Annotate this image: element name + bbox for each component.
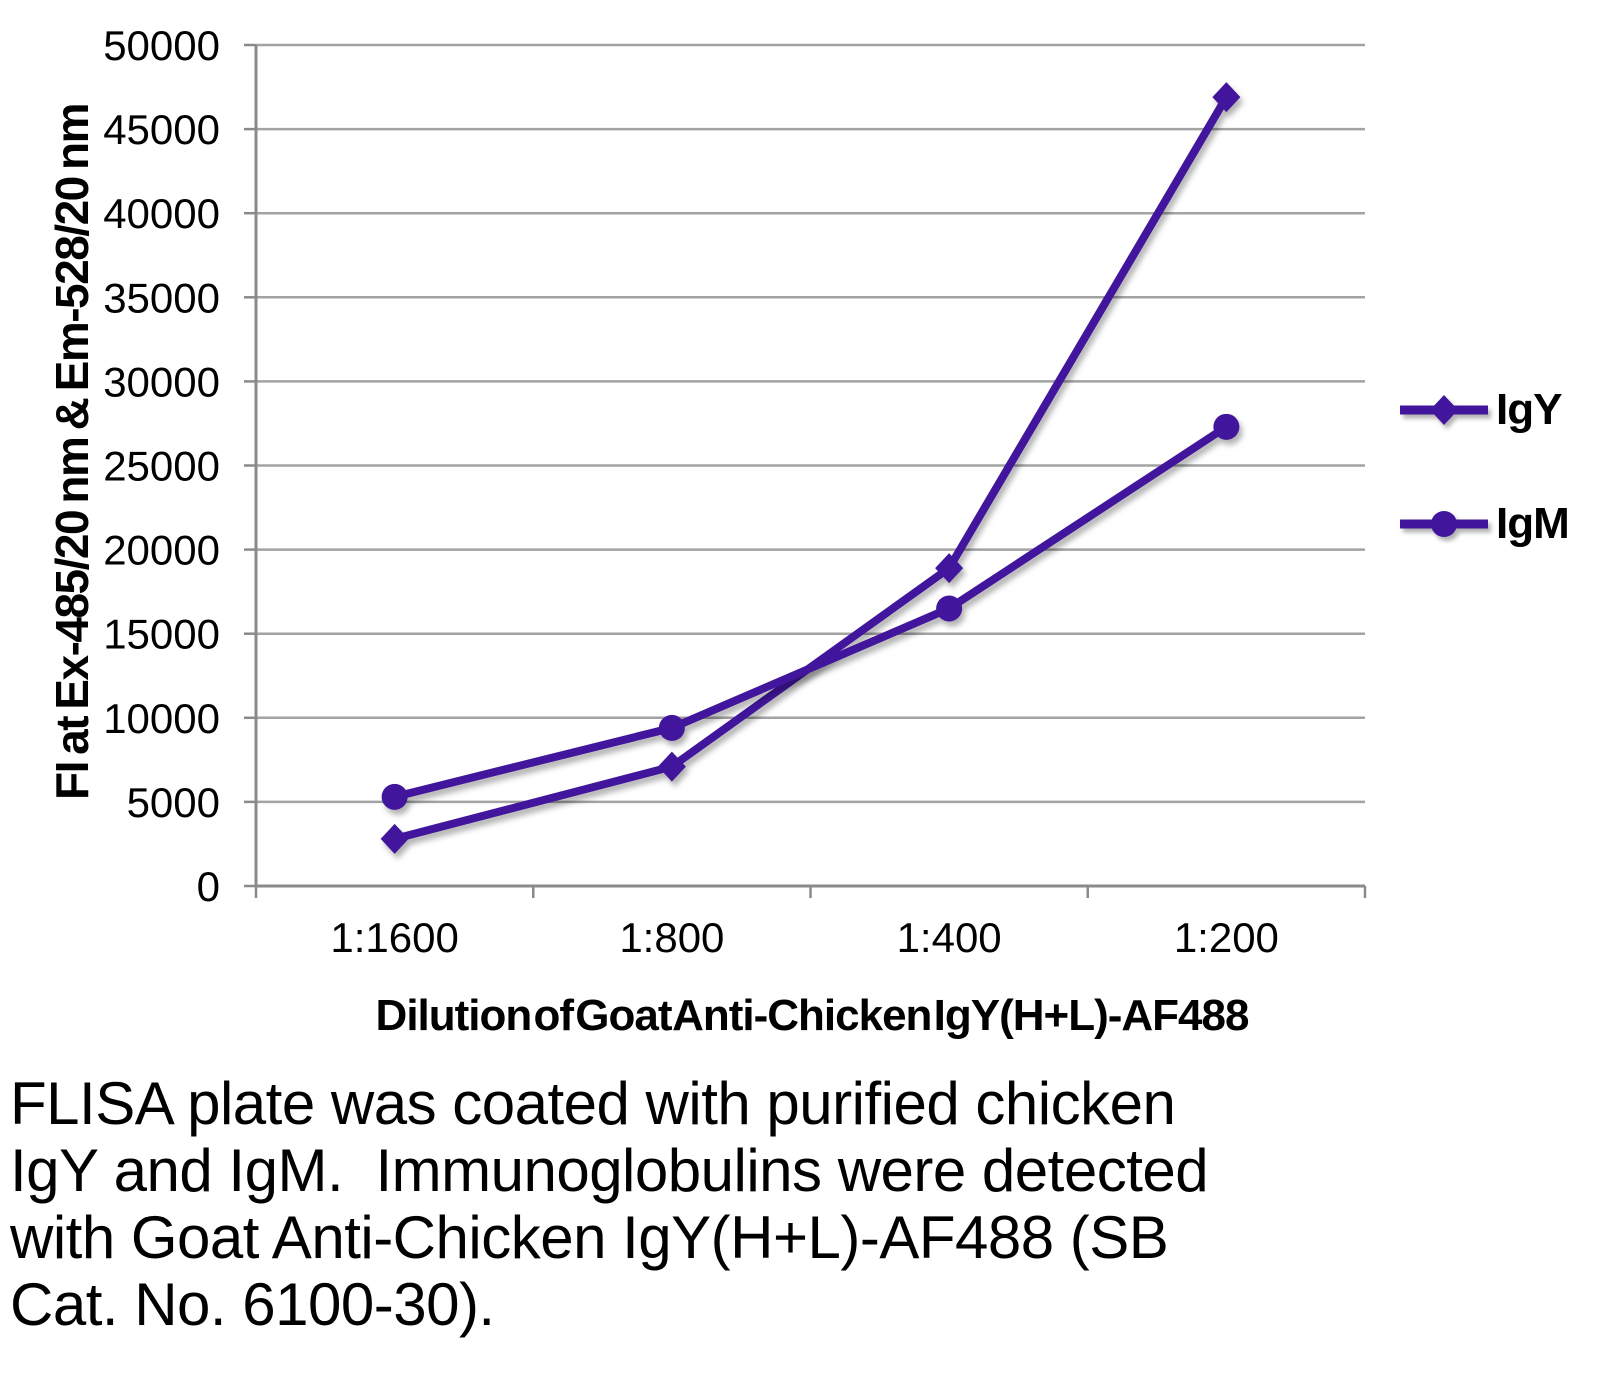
y-axis-title: FI at Ex-485/20 nm & Em-528/20 nm xyxy=(46,103,98,801)
legend-label-igm: IgM xyxy=(1496,499,1570,548)
svg-text:10000: 10000 xyxy=(103,695,220,742)
svg-text:40000: 40000 xyxy=(103,190,220,237)
legend-item-igy: IgY xyxy=(1398,384,1569,436)
svg-text:30000: 30000 xyxy=(103,358,220,405)
legend-item-igm: IgM xyxy=(1398,498,1570,550)
svg-text:1:400: 1:400 xyxy=(897,914,1002,961)
svg-text:0: 0 xyxy=(197,863,220,910)
figure-caption: FLISA plate was coated with purified chi… xyxy=(10,1070,1209,1338)
legend-label-igy: IgY xyxy=(1496,385,1562,434)
igm-circle-marker-icon xyxy=(1400,511,1488,537)
svg-text:25000: 25000 xyxy=(103,443,220,490)
line-chart-plot: 0 5000 10000 15000 20000 25000 30000 35000 40000… xyxy=(103,22,1367,961)
svg-text:5000: 5000 xyxy=(127,779,220,826)
svg-text:1:1600: 1:1600 xyxy=(330,914,458,961)
igy-diamond-marker-icon xyxy=(1400,395,1488,425)
svg-text:35000: 35000 xyxy=(103,274,220,321)
svg-text:1:800: 1:800 xyxy=(619,914,724,961)
svg-text:1:200: 1:200 xyxy=(1174,914,1279,961)
svg-text:15000: 15000 xyxy=(103,611,220,658)
chart-legend: IgY IgM xyxy=(1398,384,1570,550)
svg-text:50000: 50000 xyxy=(103,22,220,69)
x-axis-title: Dilution of Goat Anti-Chicken IgY(H+L)-A… xyxy=(375,991,1250,1040)
svg-text:20000: 20000 xyxy=(103,527,220,574)
svg-text:45000: 45000 xyxy=(103,106,220,153)
